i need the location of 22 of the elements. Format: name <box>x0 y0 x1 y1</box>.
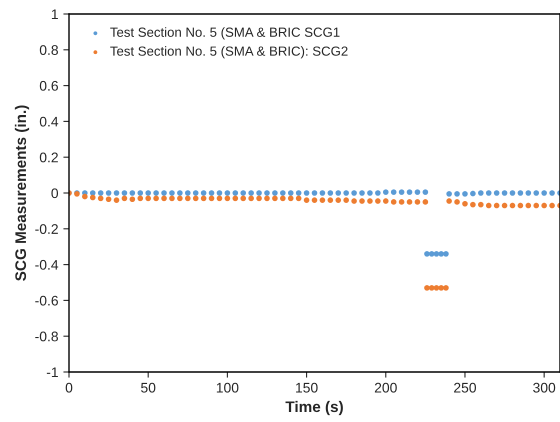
y-tick-label: 0.4 <box>40 116 58 127</box>
y-tick-label: -0.4 <box>35 260 58 270</box>
y-tick-label: -1 <box>46 367 58 378</box>
y-tick-label: -0.6 <box>35 296 58 306</box>
x-tick-label: 50 <box>141 382 156 393</box>
y-tick-label: -0.8 <box>35 332 58 342</box>
x-tick-label: 0 <box>66 382 72 393</box>
legend-label: Test Section No. 5 (SMA & BRIC SCG1 <box>110 27 340 40</box>
y-tick-label: 0.8 <box>40 45 58 55</box>
y-axis-title: SCG Measurements (in.) <box>14 105 30 281</box>
y-tick-label: 1 <box>52 9 58 20</box>
x-tick-label: 200 <box>374 382 397 393</box>
y-tick-label: -0.2 <box>35 224 58 234</box>
x-axis-title: Time (s) <box>286 400 343 416</box>
x-tick-label: 100 <box>216 382 238 393</box>
x-tick-label: 250 <box>454 382 476 393</box>
y-tick-label: 0 <box>51 188 58 198</box>
x-tick-label: 150 <box>296 382 318 393</box>
y-tick-label: 0.6 <box>40 80 58 91</box>
x-tick-label: 300 <box>533 382 556 393</box>
legend-label: Test Section No. 5 (SMA & BRIC): SCG2 <box>110 46 348 58</box>
y-tick-label: 0.2 <box>40 152 58 162</box>
